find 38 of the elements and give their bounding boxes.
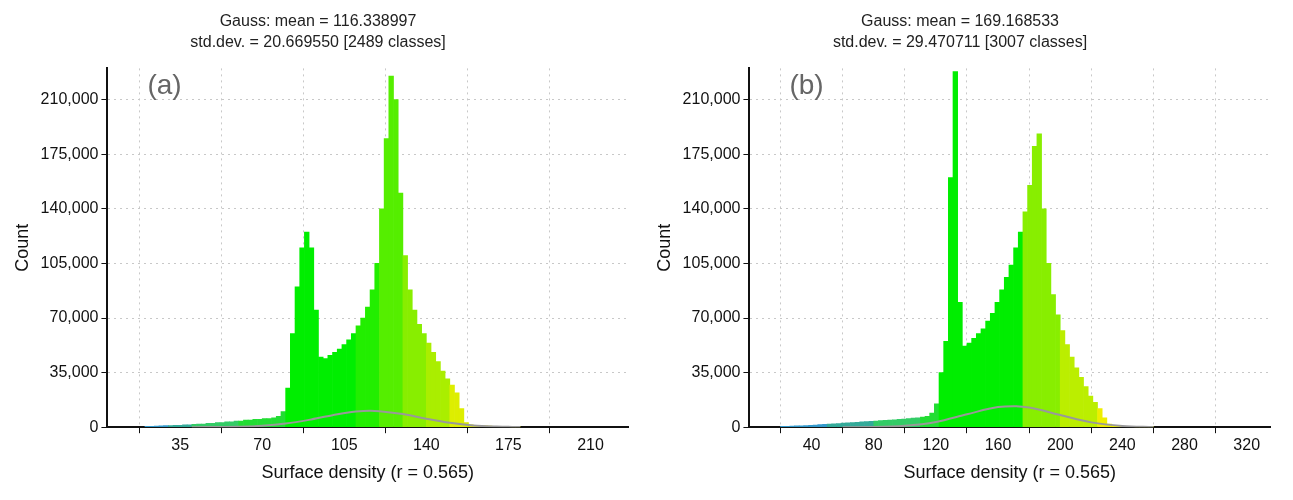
y-axis-title: Count xyxy=(11,223,32,272)
y-tick-label: 70,000 xyxy=(49,308,99,326)
y-axis-title: Count xyxy=(653,223,674,272)
y-tick-label: 0 xyxy=(89,417,99,435)
x-tick-label: 140 xyxy=(412,436,440,454)
x-tick-label: 105 xyxy=(330,436,358,454)
x-tick-label: 40 xyxy=(802,436,821,454)
chart-title: Gauss: mean = 169.168533 xyxy=(861,12,1060,30)
x-tick-label: 70 xyxy=(253,436,272,454)
x-tick-label: 175 xyxy=(495,436,522,454)
x-tick-label: 210 xyxy=(577,436,604,454)
y-tick-label: 35,000 xyxy=(691,363,741,381)
x-axis-title: Surface density (r = 0.565) xyxy=(903,462,1117,483)
y-tick-label: 210,000 xyxy=(682,90,741,108)
chart-subtitle: std.dev. = 29.470711 [3007 classes] xyxy=(832,33,1088,51)
y-tick-label: 105,000 xyxy=(682,253,741,271)
y-tick-label: 175,000 xyxy=(40,144,99,162)
y-tick-label: 210,000 xyxy=(40,90,99,108)
x-tick-label: 80 xyxy=(864,436,883,454)
x-tick-label: 280 xyxy=(1171,436,1198,454)
x-tick-label: 240 xyxy=(1109,436,1136,454)
annotation: (b) xyxy=(789,69,824,101)
chart-title: Gauss: mean = 116.338997 xyxy=(219,12,417,30)
x-axis-title: Surface density (r = 0.565) xyxy=(261,462,475,483)
y-tick-label: 35,000 xyxy=(49,363,99,381)
y-tick-label: 175,000 xyxy=(682,144,741,162)
chart-subtitle: std.dev. = 20.669550 [2489 classes] xyxy=(190,33,446,51)
x-tick-label: 160 xyxy=(984,436,1012,454)
y-tick-label: 105,000 xyxy=(40,253,99,271)
y-tick-label: 0 xyxy=(731,417,741,435)
y-tick-label: 70,000 xyxy=(691,308,741,326)
x-tick-label: 35 xyxy=(171,436,190,454)
x-tick-label: 200 xyxy=(1046,436,1074,454)
x-tick-label: 320 xyxy=(1233,436,1261,454)
x-tick-label: 120 xyxy=(922,436,950,454)
y-tick-label: 140,000 xyxy=(682,199,741,217)
annotation: (a) xyxy=(147,69,182,101)
y-tick-label: 140,000 xyxy=(40,199,99,217)
